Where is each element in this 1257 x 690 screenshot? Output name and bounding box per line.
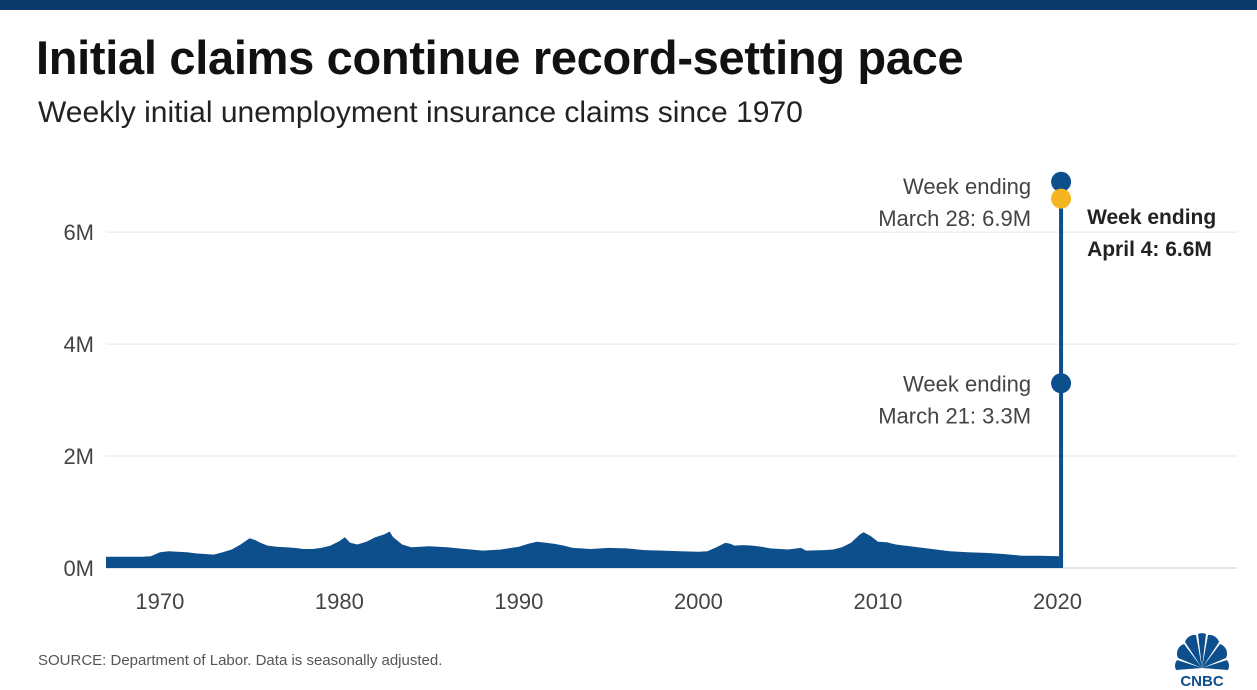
spike-annotation: Week ending April 4: 6.6M <box>1087 206 1216 261</box>
spike-point <box>1051 373 1072 394</box>
y-tick-label: 0M <box>63 556 94 581</box>
spike-point <box>1051 171 1072 192</box>
x-tick-label: 1980 <box>315 589 364 614</box>
spike-annotation-line: March 28: 6.9M <box>878 206 1031 231</box>
cnbc-logo-text: CNBC <box>1180 673 1223 690</box>
spike-annotation: Week ending March 28: 6.9M <box>878 174 1031 231</box>
spike-annotation-line: Week ending <box>1087 206 1216 229</box>
chart-title: Initial claims continue record-setting p… <box>36 31 964 84</box>
x-tick-label: 2000 <box>674 589 723 614</box>
x-tick-label: 2010 <box>853 589 902 614</box>
x-tick-label: 2020 <box>1033 589 1082 614</box>
spike-annotation-line: Week ending <box>903 371 1031 396</box>
claims-area-series <box>106 531 1060 568</box>
cnbc-peacock-logo-icon: CNBC <box>1175 633 1229 690</box>
top-accent-bar <box>0 0 1257 10</box>
chart-subtitle: Weekly initial unemployment insurance cl… <box>38 96 803 129</box>
y-tick-label: 6M <box>63 220 94 245</box>
spike-annotation-line: March 21: 3.3M <box>878 403 1031 428</box>
source-note: SOURCE: Department of Labor. Data is sea… <box>38 652 443 669</box>
spike-annotation: Week ending March 21: 3.3M <box>878 371 1031 428</box>
x-tick-label: 1970 <box>135 589 184 614</box>
x-tick-label: 1990 <box>494 589 543 614</box>
y-tick-label: 2M <box>63 444 94 469</box>
spike-annotation-line: April 4: 6.6M <box>1087 238 1212 261</box>
spike-annotation-line: Week ending <box>903 174 1031 199</box>
y-tick-label: 4M <box>63 332 94 357</box>
spike-point-highlight <box>1051 188 1072 209</box>
